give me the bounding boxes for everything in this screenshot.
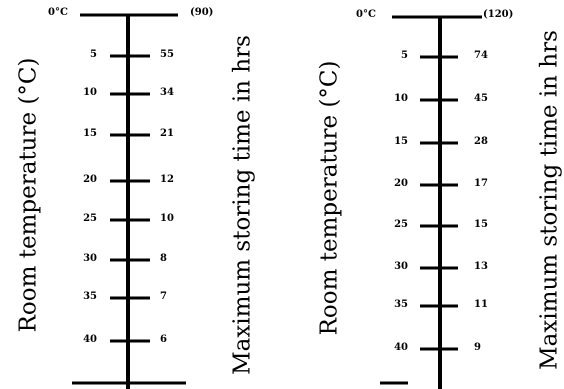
storing-time-tick-label: 15 <box>474 219 488 230</box>
storing-time-tick-label: 17 <box>474 178 488 189</box>
temperature-tick-label: 20 <box>83 174 97 185</box>
top-time-label-2: (120) <box>483 9 514 20</box>
storing-time-tick-label: 9 <box>474 342 481 353</box>
storing-time-tick-label: 21 <box>160 128 174 139</box>
top-time-label-1: (90) <box>190 7 214 18</box>
temperature-tick-label: 25 <box>83 213 97 224</box>
storing-time-tick-label: 6 <box>160 334 167 345</box>
storing-time-tick-label: 8 <box>160 253 167 264</box>
storing-time-tick-label: 7 <box>160 291 167 302</box>
storing-time-tick-label: 34 <box>160 87 174 98</box>
top-temperature-label-2: 0°C <box>356 9 376 20</box>
storing-time-tick-label: 13 <box>474 261 488 272</box>
temperature-tick-label: 15 <box>83 128 97 139</box>
temperature-tick-label: 20 <box>394 178 408 189</box>
temperature-tick-label: 5 <box>90 49 97 60</box>
room-temperature-axis-label-1: Room temperature (°C) <box>15 57 42 333</box>
temperature-tick-label: 30 <box>83 253 97 264</box>
temperature-tick-label: 40 <box>394 342 408 353</box>
temperature-tick-label: 35 <box>394 299 408 310</box>
room-temperature-axis-label-2: Room temperature (°C) <box>316 60 343 336</box>
temperature-tick-label: 40 <box>83 334 97 345</box>
temperature-tick-label: 10 <box>394 93 408 104</box>
temperature-tick-label: 35 <box>83 291 97 302</box>
storing-time-tick-label: 11 <box>474 299 488 310</box>
temperature-tick-label: 15 <box>394 136 408 147</box>
top-temperature-label-1: 0°C <box>48 7 68 18</box>
temperature-tick-label: 5 <box>401 50 408 61</box>
storing-time-axis-label-1: Maximum storing time in hrs <box>229 35 256 375</box>
storing-time-tick-label: 10 <box>160 213 174 224</box>
temperature-tick-label: 10 <box>83 87 97 98</box>
storing-time-tick-label: 45 <box>474 93 488 104</box>
storing-time-tick-label: 55 <box>160 49 174 60</box>
storing-time-tick-label: 74 <box>474 50 488 61</box>
storing-time-axis-label-2: Maximum storing time in hrs <box>536 30 563 370</box>
storing-time-tick-label: 28 <box>474 136 488 147</box>
temperature-tick-label: 30 <box>394 261 408 272</box>
temperature-tick-label: 25 <box>394 219 408 230</box>
storing-time-tick-label: 12 <box>160 174 174 185</box>
